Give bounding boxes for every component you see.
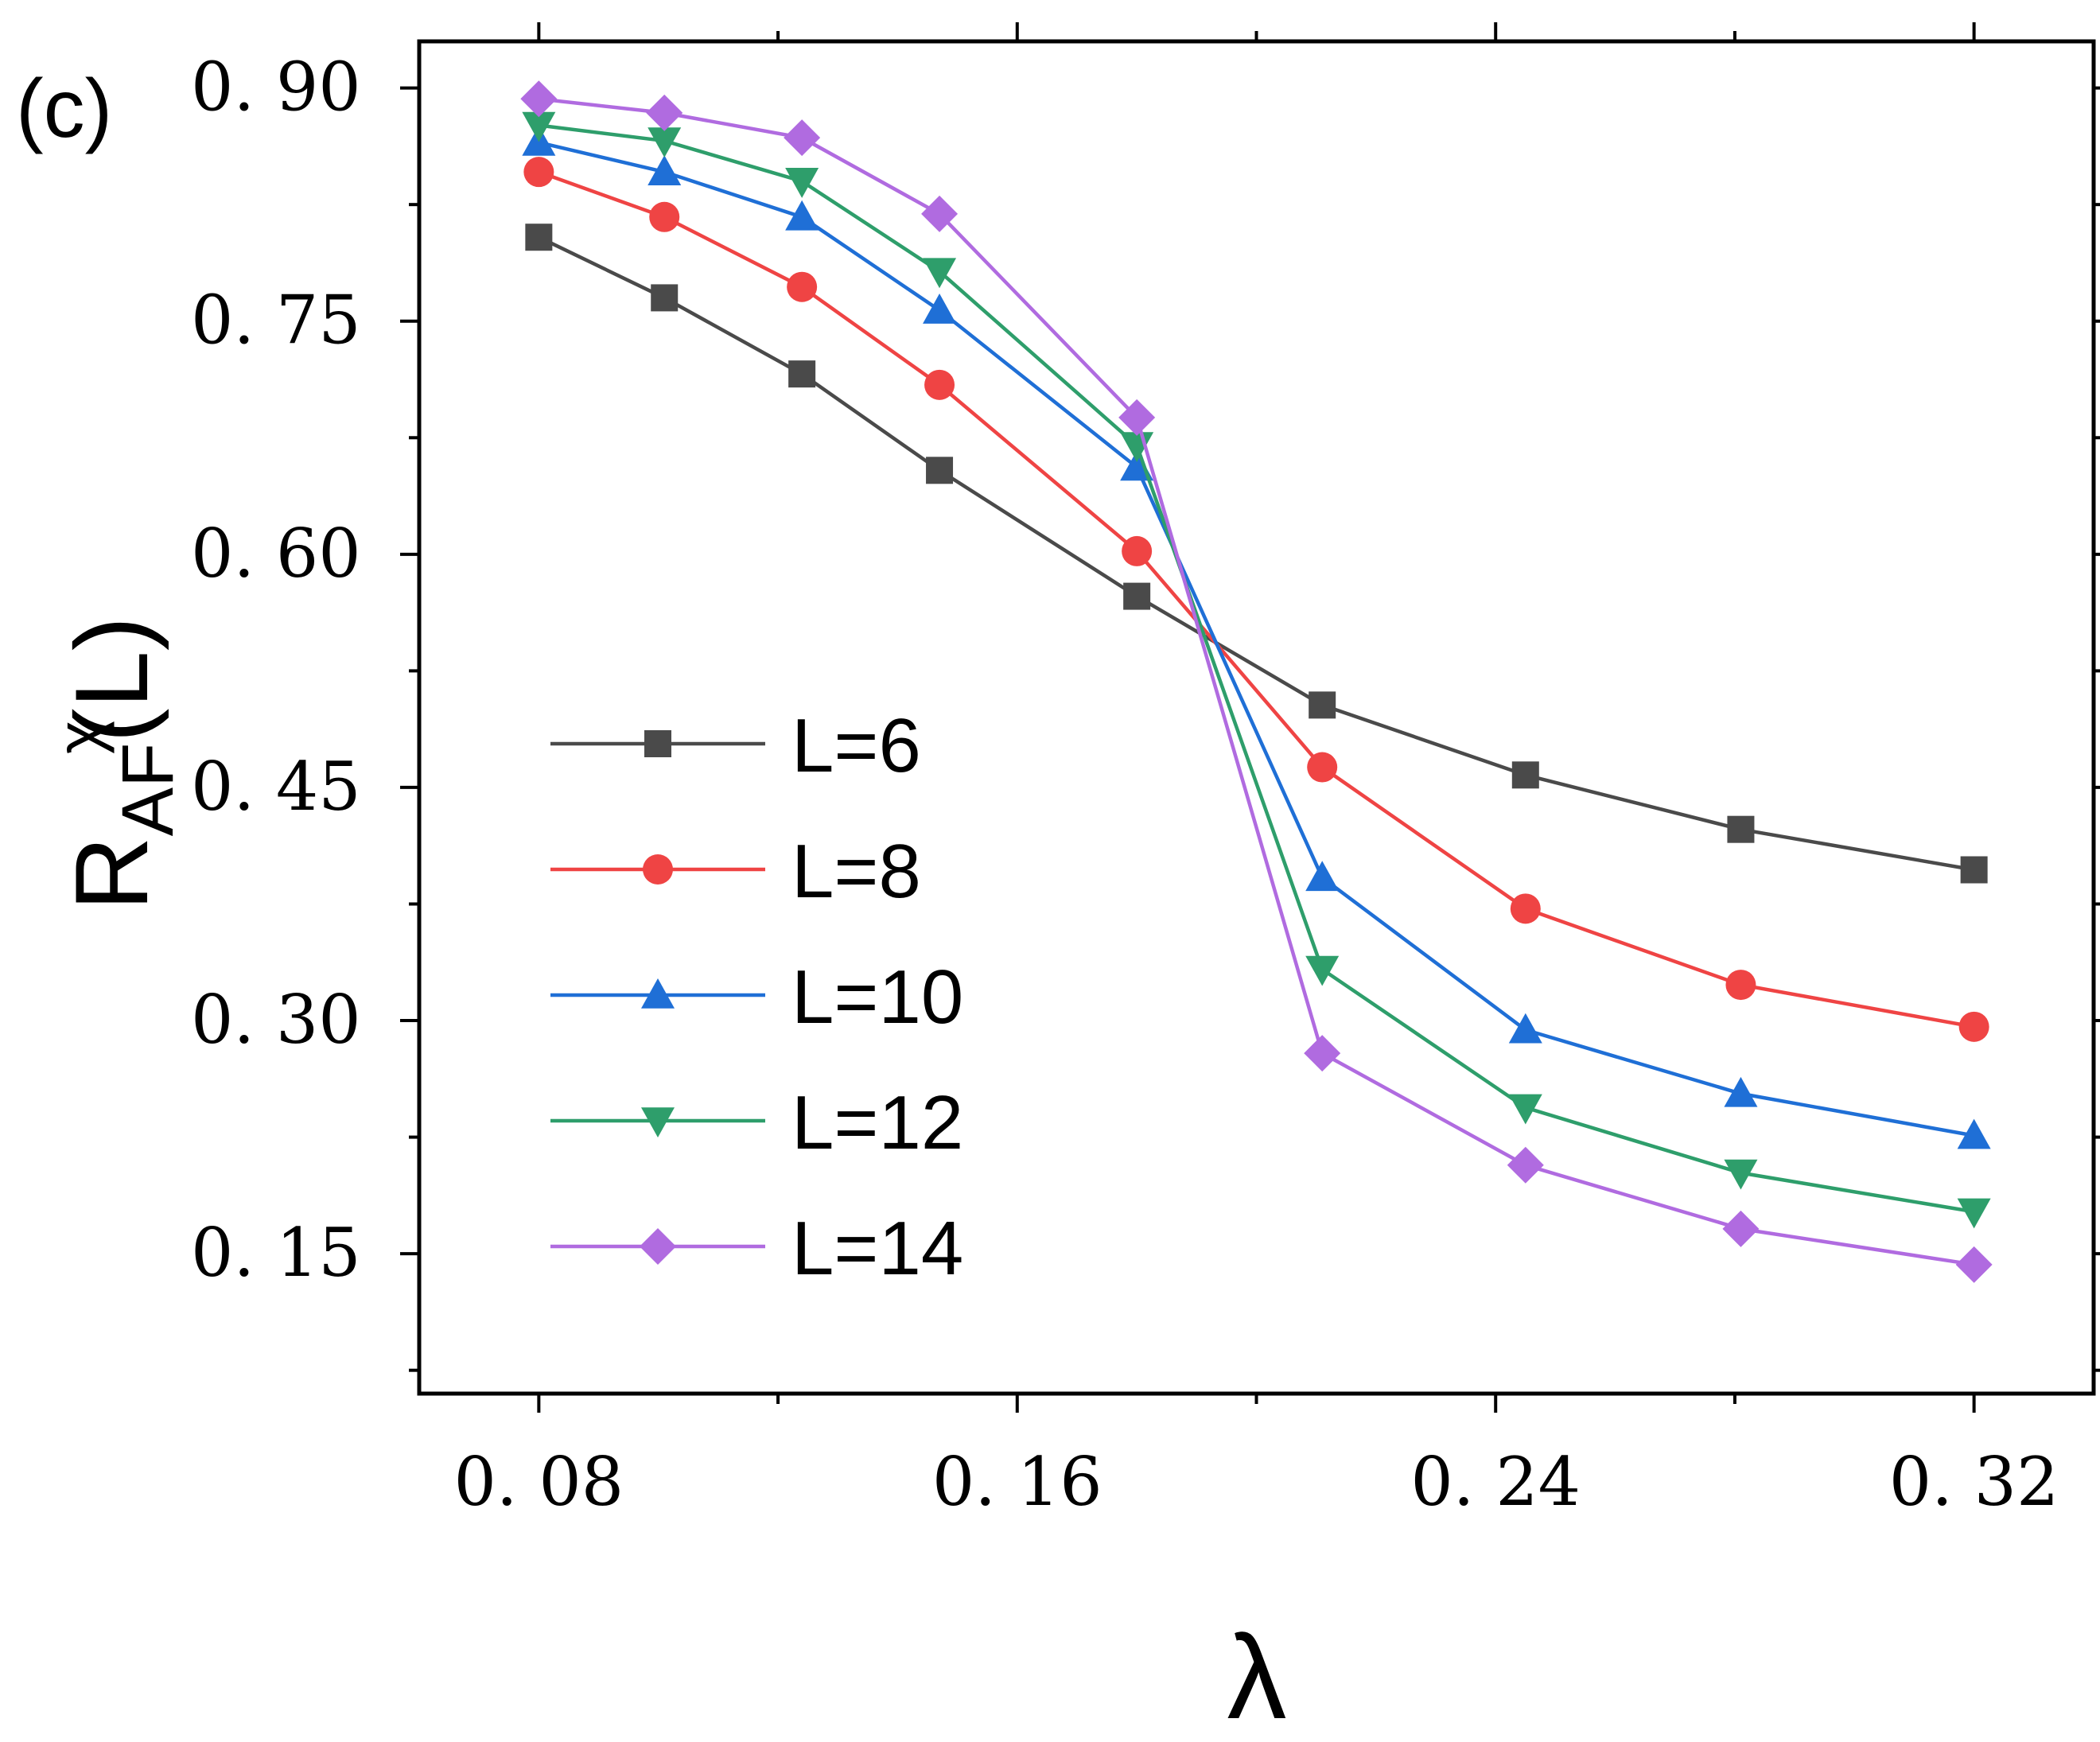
legend-item: L=12 [550,1080,963,1165]
data-point [646,94,683,131]
legend-marker [643,854,673,885]
legend-marker [641,1107,675,1137]
legend-label: L=6 [791,703,921,788]
data-point [523,157,554,188]
legend-item: L=6 [550,703,921,788]
data-point [923,294,957,324]
data-point [1724,1159,1758,1190]
data-series [520,80,1993,1283]
data-point [1118,399,1156,436]
data-point [1123,582,1151,610]
panel-label: (c) [16,63,112,155]
y-axis-title: RAF(L) χ [44,616,189,911]
series-l-8 [523,157,1989,1042]
data-point [1122,535,1153,566]
data-point [1120,432,1154,463]
y-tick-label: 0. 15 [191,1214,361,1292]
data-point [1957,1198,1991,1229]
data-point [924,369,955,400]
data-point [921,195,959,232]
x-tick-label: 0. 16 [932,1443,1102,1521]
x-tick-label: 0. 32 [1889,1443,2059,1521]
x-tick-label: 0. 24 [1410,1443,1581,1521]
data-point [649,201,680,232]
data-point [1305,861,1340,892]
legend-label: L=8 [791,829,921,914]
data-point [1507,1146,1544,1184]
y-axis-title-suffix: (L) [53,616,169,743]
x-tick-label: 0. 08 [453,1443,624,1521]
series-l-6 [525,224,1988,884]
data-point [648,127,682,158]
data-point [1727,815,1755,843]
data-point [651,284,679,312]
legend-label: L=12 [791,1080,963,1165]
data-point [522,111,556,142]
legend-marker [641,978,675,1009]
data-point [1305,955,1340,986]
data-point [1724,1076,1758,1107]
data-point [520,80,558,118]
svg-text:RAF(L): RAF(L) [53,616,189,911]
series-line [539,97,1974,1267]
data-point [788,360,816,388]
legend: L=6 L=8 L=10 L=12 L=14 [550,703,963,1291]
data-point [923,258,957,289]
data-point [1960,856,1988,884]
data-point [1508,1094,1542,1125]
y-tick-label: 0. 60 [191,515,361,593]
data-point [784,119,821,157]
legend-item: L=8 [550,829,921,914]
data-point [1510,893,1541,924]
axis-ticks [400,22,2100,1413]
data-point [785,200,819,231]
y-tick-label: 0. 45 [191,748,361,826]
series-l-10 [522,126,1991,1149]
data-point [648,155,682,185]
data-point [1508,1013,1542,1044]
legend-marker [644,730,671,757]
series-l-14 [520,80,1993,1283]
x-axis-title: λ [1227,1610,1287,1742]
data-point [525,224,553,251]
data-point [1957,1118,1991,1149]
data-point [1725,970,1756,1001]
y-tick-label: 0. 90 [191,49,361,126]
legend-label: L=14 [791,1206,963,1291]
data-point [1304,1035,1341,1072]
y-axis-title-base: R [53,836,169,911]
data-point [787,271,818,302]
data-point [1958,1011,1989,1042]
y-tick-label: 0. 75 [191,282,361,360]
data-point [1955,1246,1993,1283]
data-point [785,168,819,198]
axis-tick-labels: 0. 08 0. 16 0. 24 0. 32 0. 15 0. 30 0. 45 0. 60… [191,49,2059,1521]
legend-item: L=10 [550,955,963,1040]
legend-item: L=14 [550,1206,963,1291]
series-line [538,170,1975,1029]
series-l-12 [522,111,1991,1229]
legend-label: L=10 [791,955,963,1040]
data-point [1309,691,1336,719]
series-line [539,123,1975,1214]
y-axis-title-subscript: AF [107,743,189,837]
y-axis-title-superscript: χ [44,721,115,754]
data-point [1307,752,1338,783]
legend-marker [640,1228,676,1265]
data-point [926,457,954,484]
data-point [1511,761,1539,789]
data-point [1722,1210,1760,1247]
series-line [538,235,1975,872]
y-tick-label: 0. 30 [191,981,361,1059]
